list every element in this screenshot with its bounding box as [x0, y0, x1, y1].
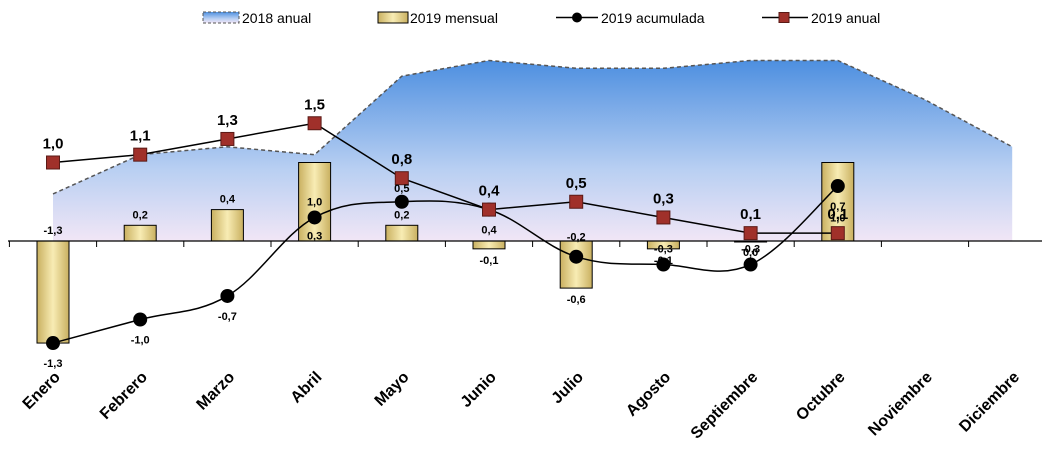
- bar-marzo: [210, 209, 244, 242]
- point-anual-febrero: [133, 147, 148, 162]
- line-series-2019-anual: [46, 116, 845, 241]
- label-anual-agosto: 0,3: [653, 190, 674, 207]
- legend-marker-2019-anual: [778, 12, 790, 23]
- label-acumulada-agosto: -0,3: [654, 244, 673, 256]
- label-mensual-julio: -0,6: [567, 294, 586, 306]
- label-acumulada-junio: 0,4: [481, 225, 497, 237]
- label-anual-julio: 0,5: [566, 175, 587, 192]
- data-labels: 1,0 1,1 1,3 1,5 0,8 0,4 0,5 0,3 0,1 0,1 -1,3 -1,0 -0…: [43, 96, 849, 370]
- point-anual-junio: [482, 202, 496, 217]
- bar-junio: [472, 240, 506, 250]
- category-label-marzo: Marzo: [194, 369, 239, 414]
- category-label-diciembre: Diciembre: [956, 369, 1023, 436]
- label-mensual-octubre: 1,0: [830, 212, 845, 224]
- line-series-2019-acumulada: [46, 179, 845, 351]
- category-label-septiembre: Septiembre: [688, 369, 762, 443]
- category-label-agosto: Agosto: [623, 369, 674, 420]
- label-acumulada-marzo: -0,7: [218, 311, 237, 323]
- label-anual-marzo: 1,3: [217, 112, 238, 129]
- legend-swatch-2018-anual: [202, 11, 240, 24]
- label-mensual-septiembre: 0,0: [743, 247, 758, 259]
- point-acumulada-marzo: [220, 288, 235, 303]
- category-label-abril: Abril: [288, 369, 326, 407]
- legend-label-2019-acumulada: 2019 acumulada: [601, 10, 705, 26]
- point-acumulada-enero: [46, 336, 60, 351]
- category-label-mayo: Mayo: [372, 369, 413, 410]
- label-acumulada-mayo: 0,5: [394, 183, 409, 195]
- label-acumulada-abril: 0,3: [307, 230, 322, 242]
- line-path-2019-acumulada: [52, 185, 839, 344]
- label-mensual-marzo: 0,4: [220, 194, 236, 206]
- line-path-2019-anual: [52, 122, 838, 234]
- point-acumulada-julio: [569, 249, 584, 264]
- category-label-febrero: Febrero: [97, 369, 151, 423]
- point-anual-marzo: [220, 131, 235, 146]
- label-anual-enero: 1,0: [43, 136, 64, 153]
- label-mensual-abril: 1,0: [307, 197, 322, 209]
- category-label-julio: Julio: [549, 369, 588, 408]
- label-acumulada-enero: -1,3: [44, 358, 63, 370]
- point-anual-enero: [46, 155, 60, 170]
- point-anual-julio: [569, 194, 584, 209]
- legend-label-2019-anual: 2019 anual: [811, 10, 880, 26]
- point-acumulada-agosto: [656, 257, 671, 272]
- category-label-enero: Enero: [20, 369, 64, 413]
- bar-febrero: [123, 224, 157, 242]
- label-anual-septiembre: 0,1: [740, 206, 761, 223]
- legend: 2018 anual 2019 mensual 2019 acumulada 2019…: [202, 10, 880, 26]
- point-anual-mayo: [394, 171, 409, 186]
- category-label-junio: Junio: [458, 369, 500, 411]
- label-acumulada-febrero: -1,0: [131, 335, 150, 347]
- point-anual-septiembre: [743, 226, 758, 241]
- label-mensual-agosto: -0,1: [654, 255, 673, 267]
- bar-abril: [298, 162, 332, 242]
- point-acumulada-abril: [307, 210, 322, 225]
- point-acumulada-octubre: [830, 179, 845, 194]
- point-anual-octubre: [830, 226, 845, 241]
- label-acumulada-julio: -0,2: [567, 232, 586, 244]
- point-acumulada-septiembre: [743, 257, 758, 272]
- label-anual-octubre: 0,1: [827, 206, 848, 223]
- bar-mayo: [385, 224, 419, 242]
- bar-enero: [36, 240, 70, 344]
- label-anual-febrero: 1,1: [130, 128, 151, 145]
- bar-julio: [559, 240, 593, 289]
- label-mensual-junio: -0,1: [480, 255, 499, 267]
- bar-series-2019-mensual: [36, 162, 855, 344]
- area-series-2018-anual: [52, 59, 1013, 242]
- legend-label-2019-mensual: 2019 mensual: [410, 10, 498, 26]
- x-axis: [8, 240, 1042, 247]
- category-label-noviembre: Noviembre: [865, 369, 936, 440]
- area-outline-2018-anual: [52, 59, 1013, 195]
- point-acumulada-febrero: [133, 312, 148, 327]
- label-acumulada-septiembre: -0,3: [741, 244, 760, 256]
- legend-swatch-2019-mensual: [377, 11, 409, 24]
- point-acumulada-mayo: [394, 194, 409, 209]
- point-anual-agosto: [656, 210, 671, 225]
- category-labels: Enero Febrero Marzo Abril Mayo Junio Julio Agos…: [20, 369, 1023, 443]
- legend-marker-2019-acumulada: [572, 12, 582, 23]
- label-anual-abril: 1,5: [304, 96, 325, 113]
- label-mensual-mayo: 0,2: [394, 209, 409, 221]
- label-anual-junio: 0,4: [479, 183, 501, 200]
- label-mensual-enero: -1,3: [44, 225, 63, 237]
- category-label-octubre: Octubre: [793, 369, 848, 424]
- label-anual-mayo: 0,8: [391, 151, 412, 168]
- point-anual-abril: [307, 116, 322, 131]
- label-acumulada-octubre: 0,7: [830, 201, 845, 213]
- legend-label-2018-anual: 2018 anual: [242, 10, 311, 26]
- label-mensual-febrero: 0,2: [133, 209, 148, 221]
- area-fill-2018-anual: [53, 60, 1013, 242]
